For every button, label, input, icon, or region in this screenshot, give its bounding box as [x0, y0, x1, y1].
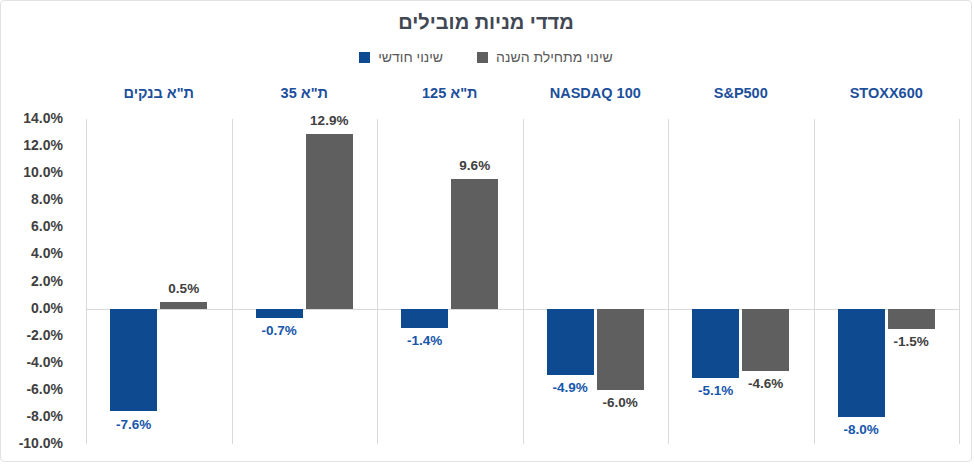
- y-axis-tick-label: 2.0%: [1, 273, 63, 289]
- bar-value-label: -8.0%: [844, 422, 879, 437]
- gridline-vertical: [959, 119, 960, 444]
- y-axis-tick-label: -4.0%: [1, 354, 63, 370]
- category-label: STOXX600: [814, 85, 960, 105]
- y-axis-tick-label: 14.0%: [1, 110, 63, 126]
- bar-value-label: -6.0%: [603, 395, 638, 410]
- y-axis-tick-label: 6.0%: [1, 218, 63, 234]
- category-label: NASDAQ 100: [523, 85, 669, 105]
- category-label: ת"א 125: [377, 85, 523, 105]
- category-label: S&P500: [668, 85, 814, 105]
- gridline-vertical: [232, 119, 233, 444]
- legend-item-monthly: שינוי חודשי: [359, 49, 443, 65]
- bar-value-label: -4.9%: [553, 380, 588, 395]
- gridline-vertical: [377, 119, 378, 444]
- legend-swatch-monthly-icon: [359, 52, 370, 63]
- zero-axis-line: [86, 309, 959, 310]
- legend-swatch-ytd-icon: [477, 52, 488, 63]
- bar-monthly-change: [110, 309, 157, 412]
- bar-ytd-change: [306, 134, 353, 309]
- bar-monthly-change: [401, 309, 448, 328]
- bar-value-label: -7.6%: [116, 417, 151, 432]
- y-axis-tick-label: -10.0%: [1, 435, 63, 451]
- bar-value-label: -5.1%: [698, 383, 733, 398]
- y-axis-tick-label: -6.0%: [1, 381, 63, 397]
- bar-ytd-change: [888, 309, 935, 329]
- legend: שינוי חודשי שינוי מתחילת השנה: [1, 49, 971, 65]
- bar-value-label: -4.6%: [748, 376, 783, 391]
- gridline-vertical: [814, 119, 815, 444]
- y-axis-tick-label: 4.0%: [1, 245, 63, 261]
- bar-monthly-change: [547, 309, 594, 375]
- bar-monthly-change: [838, 309, 885, 417]
- bar-ytd-change: [160, 302, 207, 309]
- bar-value-label: 12.9%: [310, 113, 348, 128]
- gridline-vertical: [523, 119, 524, 444]
- bar-ytd-change: [742, 309, 789, 371]
- legend-label-monthly: שינוי חודשי: [378, 49, 443, 65]
- bar-value-label: -1.4%: [407, 333, 442, 348]
- bar-value-label: -1.5%: [894, 334, 929, 349]
- gridline-vertical: [668, 119, 669, 444]
- category-label: ת"א בנקים: [86, 85, 232, 105]
- y-axis-tick-label: -2.0%: [1, 327, 63, 343]
- y-axis-tick-label: 10.0%: [1, 164, 63, 180]
- chart-frame: מדדי מניות מובילים שינוי חודשי שינוי מתח…: [0, 0, 972, 462]
- y-axis-tick-label: -8.0%: [1, 408, 63, 424]
- legend-label-ytd: שינוי מתחילת השנה: [496, 49, 613, 65]
- y-axis-tick-label: 8.0%: [1, 191, 63, 207]
- category-label: ת"א 35: [232, 85, 378, 105]
- bar-monthly-change: [256, 309, 303, 318]
- bar-ytd-change: [597, 309, 644, 390]
- bar-ytd-change: [451, 179, 498, 309]
- bar-value-label: 9.6%: [459, 158, 490, 173]
- legend-item-ytd: שינוי מתחילת השנה: [477, 49, 613, 65]
- y-axis-tick-label: 12.0%: [1, 137, 63, 153]
- bar-monthly-change: [692, 309, 739, 378]
- bar-value-label: -0.7%: [262, 323, 297, 338]
- gridline-vertical: [86, 119, 87, 444]
- bar-value-label: 0.5%: [168, 281, 199, 296]
- y-axis-tick-label: 0.0%: [1, 300, 63, 316]
- chart-title: מדדי מניות מובילים: [1, 11, 971, 34]
